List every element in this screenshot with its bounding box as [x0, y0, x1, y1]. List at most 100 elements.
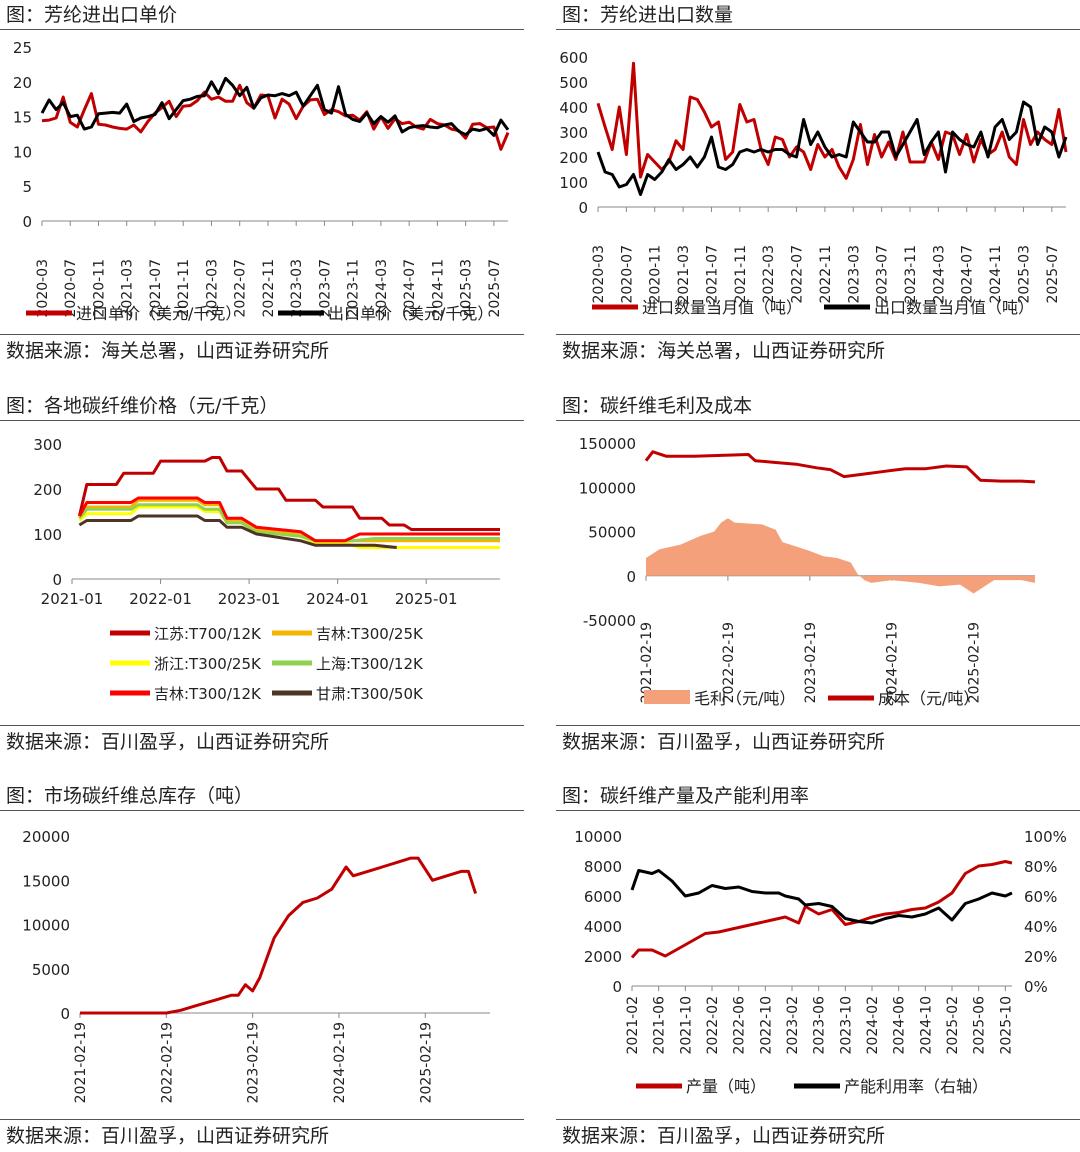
chart-carbon-fiber-margin: -50000 0 50000 100000 150000 2021-02-19 2022-0… — [579, 435, 1036, 708]
x-tick-label: 2023-02-19 — [246, 1022, 262, 1103]
x-tick-label: 2022-07 — [790, 245, 806, 303]
x-tick-label: 2021-02-19 — [639, 622, 655, 703]
x-tick-label: 2024-07 — [960, 245, 976, 304]
legend-label: 产能利用率（右轴） — [844, 1077, 988, 1096]
y-tick-label: 2000 — [584, 948, 622, 966]
y-tick-label: 400 — [559, 99, 588, 117]
y-tick-label: 5000 — [32, 961, 70, 979]
y-tick-label: 100000 — [579, 479, 636, 497]
x-tick-label: 2025-07 — [487, 259, 503, 318]
x-tick-label: 2020-03 — [591, 245, 607, 304]
legend-label: 产量（吨） — [686, 1077, 766, 1096]
x-tick-label: 2024-03 — [374, 259, 390, 318]
x-tick-label: 2020-11 — [648, 245, 664, 304]
x-tick-label: 2022-11 — [818, 245, 834, 304]
y-tick-label: 10000 — [22, 917, 70, 935]
legend-label: 上海:T300/12K — [316, 655, 424, 673]
panel-carbon-fiber-margin: 图：碳纤维毛利及成本 -50000 0 50000 100000 150000 2021-… — [556, 391, 1080, 757]
y-tick-label: 150000 — [579, 435, 636, 453]
y-tick-label: 100 — [559, 174, 588, 192]
chart-title: 图：碳纤维毛利及成本 — [556, 391, 1080, 421]
x-tick-label: 2021-03 — [676, 245, 692, 304]
x-tick-label: 2022-03 — [204, 259, 220, 318]
y-tick-label: 10 — [13, 143, 32, 161]
x-tick-label: 2025-10 — [998, 996, 1014, 1055]
chart-aramid-quantity: 0 100 200 300 400 500 600 2020-03 2020-07 2020-11… — [559, 49, 1068, 317]
chart-source: 数据来源：海关总署，山西证券研究所 — [556, 334, 1080, 366]
y-tick-label: 300 — [559, 124, 588, 142]
x-tick-label: 2021-02-19 — [73, 1022, 89, 1103]
x-tick-label: 2022-02-19 — [159, 1022, 175, 1103]
x-tick-label: 2025-02-19 — [418, 1022, 434, 1103]
chart-source: 数据来源：百川盈孚，山西证券研究所 — [556, 1119, 1080, 1151]
y-tick-label: 6000 — [584, 888, 622, 906]
x-tick-label: 2023-02 — [785, 996, 801, 1055]
x-tick-label: 2023-01 — [218, 590, 281, 608]
x-tick-label: 2024-02-19 — [885, 622, 901, 703]
y-tick-label: 0 — [626, 568, 636, 586]
legend-label: 浙江:T300/25K — [154, 655, 262, 673]
x-tick-label: 2023-07 — [875, 245, 891, 304]
x-tick-label: 2024-06 — [892, 996, 908, 1055]
series-line — [80, 856, 478, 1015]
x-tick-label: 2023-03 — [846, 245, 862, 304]
x-tick-label: 2024-11 — [430, 259, 446, 318]
y-tick-label: 0 — [22, 213, 32, 231]
x-tick-label: 2022-01 — [129, 590, 192, 608]
legend-label: 吉林:T300/25K — [316, 625, 424, 643]
y-tick-label: 25 — [13, 39, 32, 57]
series-line — [77, 456, 500, 531]
legend-label: 毛利（元/吨） — [694, 689, 795, 708]
y-tick-label: 200 — [33, 481, 62, 499]
panel-aramid-unit-price: 图：芳纶进出口单价 0 5 10 15 20 25 2020-03 2020-07 2020-1… — [0, 0, 524, 366]
series-line — [78, 496, 500, 543]
y-tick-label: 15000 — [22, 872, 70, 890]
y-tick-label: 4000 — [584, 918, 622, 936]
x-tick-label: 2021-02 — [625, 996, 641, 1055]
legend-label: 甘肃:T300/50K — [316, 685, 424, 703]
x-tick-label: 2021-07 — [704, 245, 720, 304]
x-tick-label: 2023-11 — [346, 259, 362, 318]
x-tick-label: 2020-07 — [619, 245, 635, 304]
series-line — [78, 514, 397, 549]
series-area — [646, 518, 1035, 594]
x-tick-label: 2023-03 — [289, 259, 305, 318]
y-tick-label: 10000 — [574, 828, 622, 846]
chart-title: 图：各地碳纤维价格（元/千克） — [0, 391, 524, 421]
chart-carbon-fiber-price: 0 100 200 300 2021-01 2022-01 2023-01 2024-01 20… — [33, 436, 500, 703]
x-tick-label: 2021-07 — [148, 259, 164, 318]
y-tick-label: 50000 — [588, 524, 636, 542]
y-tick-label: 100 — [33, 526, 62, 544]
series-line — [41, 83, 510, 151]
series-line — [644, 450, 1036, 484]
panel-aramid-quantity: 图：芳纶进出口数量 0 100 200 300 400 500 600 2020-03 2020… — [556, 0, 1080, 366]
y2-tick-label: 20% — [1024, 948, 1057, 966]
series-line — [630, 860, 1013, 959]
series-line — [40, 76, 510, 137]
legend-label: 吉林:T300/12K — [154, 685, 262, 703]
x-tick-label: 2020-11 — [91, 259, 107, 318]
y-tick-label: 0 — [52, 571, 62, 589]
x-tick-label: 2024-02 — [865, 996, 881, 1055]
x-tick-label: 2021-11 — [733, 245, 749, 304]
x-tick-label: 2022-02-19 — [721, 622, 737, 703]
panel-carbon-fiber-inventory: 图：市场碳纤维总库存（吨） 0 5000 10000 15000 20000 2021-0… — [0, 781, 524, 1149]
legend-label: 成本（元/吨） — [878, 689, 979, 708]
x-tick-label: 2021-11 — [176, 259, 192, 318]
x-tick-label: 2021-10 — [678, 996, 694, 1055]
x-tick-label: 2025-02 — [945, 996, 961, 1055]
x-tick-label: 2022-03 — [761, 245, 777, 304]
chart-aramid-unit-price: 0 5 10 15 20 25 2020-03 2020-07 2020-11 2021-03 20… — [13, 39, 510, 323]
y-tick-label: 0 — [578, 199, 588, 217]
x-tick-label: 2024-01 — [306, 590, 369, 608]
y-tick-label: 5 — [22, 178, 32, 196]
x-tick-label: 2025-03 — [1016, 245, 1032, 304]
y-tick-label: 0 — [60, 1005, 70, 1023]
chart-title: 图：市场碳纤维总库存（吨） — [0, 781, 524, 811]
y-tick-label: 20000 — [22, 828, 70, 846]
y2-tick-label: 40% — [1024, 918, 1057, 936]
y2-tick-label: 80% — [1024, 858, 1057, 876]
x-tick-label: 2022-06 — [732, 996, 748, 1055]
y-tick-label: 8000 — [584, 858, 622, 876]
legend-label: 进口数量当月值（吨） — [642, 298, 802, 317]
